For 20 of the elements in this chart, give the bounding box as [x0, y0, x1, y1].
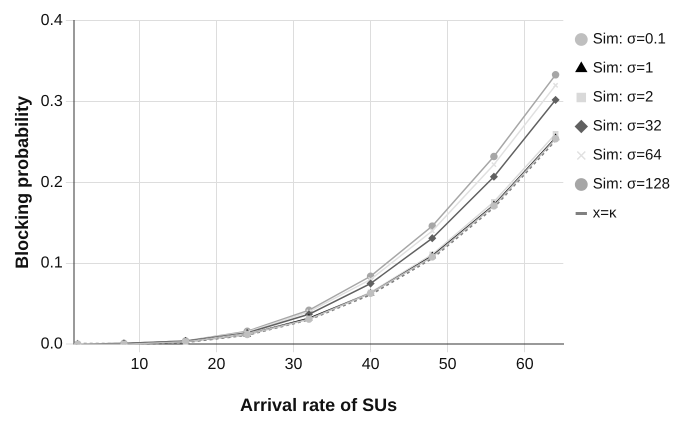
legend-label: Sim: σ=64 — [592, 146, 662, 164]
y-axis-title: Blocking probability — [12, 96, 32, 269]
x-axis-title: Arrival rate of SUs — [240, 395, 398, 416]
legend-label: x=κ — [592, 204, 618, 222]
legend-label: Sim: σ=2 — [592, 88, 654, 106]
legend-label: Sim: σ=0.1 — [592, 30, 666, 48]
y-tick-label: 0.2 — [40, 174, 63, 191]
legend-label: Sim: σ=1 — [592, 60, 654, 77]
x-tick-label: 10 — [130, 356, 148, 374]
y-tick-label: 0.4 — [40, 12, 63, 30]
x-tick-label: 40 — [362, 356, 380, 374]
y-tick-label: 0.1 — [40, 254, 63, 272]
x-tick-label: 20 — [208, 356, 226, 374]
x-tick-label: 50 — [438, 356, 457, 374]
legend-label: Sim: σ=32 — [592, 118, 662, 135]
x-tick-label: 60 — [516, 356, 534, 374]
legend-label: Sim: σ=128 — [592, 176, 670, 193]
y-tick-label: 0.0 — [40, 336, 63, 353]
x-tick-label: 30 — [284, 356, 303, 374]
y-tick-label: 0.3 — [40, 92, 63, 110]
